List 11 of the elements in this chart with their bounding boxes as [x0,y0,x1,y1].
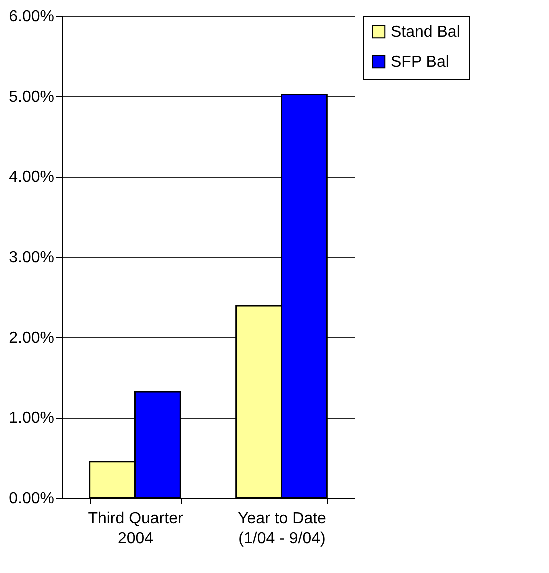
x-tick-label: Year to Date (1/04 - 9/04) [238,510,327,548]
y-tick-label: 4.00% [9,169,54,186]
legend-label: Stand Bal [391,24,460,41]
y-tick-label: 2.00% [9,330,54,347]
y-tick-label: 1.00% [9,410,54,428]
y-tick-label: 6.00% [9,8,54,26]
y-tick-label: 0.00% [9,490,54,508]
y-tick-label: 3.00% [9,250,54,266]
y-tick-label: 5.00% [9,88,54,106]
legend-label: SFP Bal [391,54,450,71]
x-tick-label: Third Quarter 2004 [88,510,184,548]
